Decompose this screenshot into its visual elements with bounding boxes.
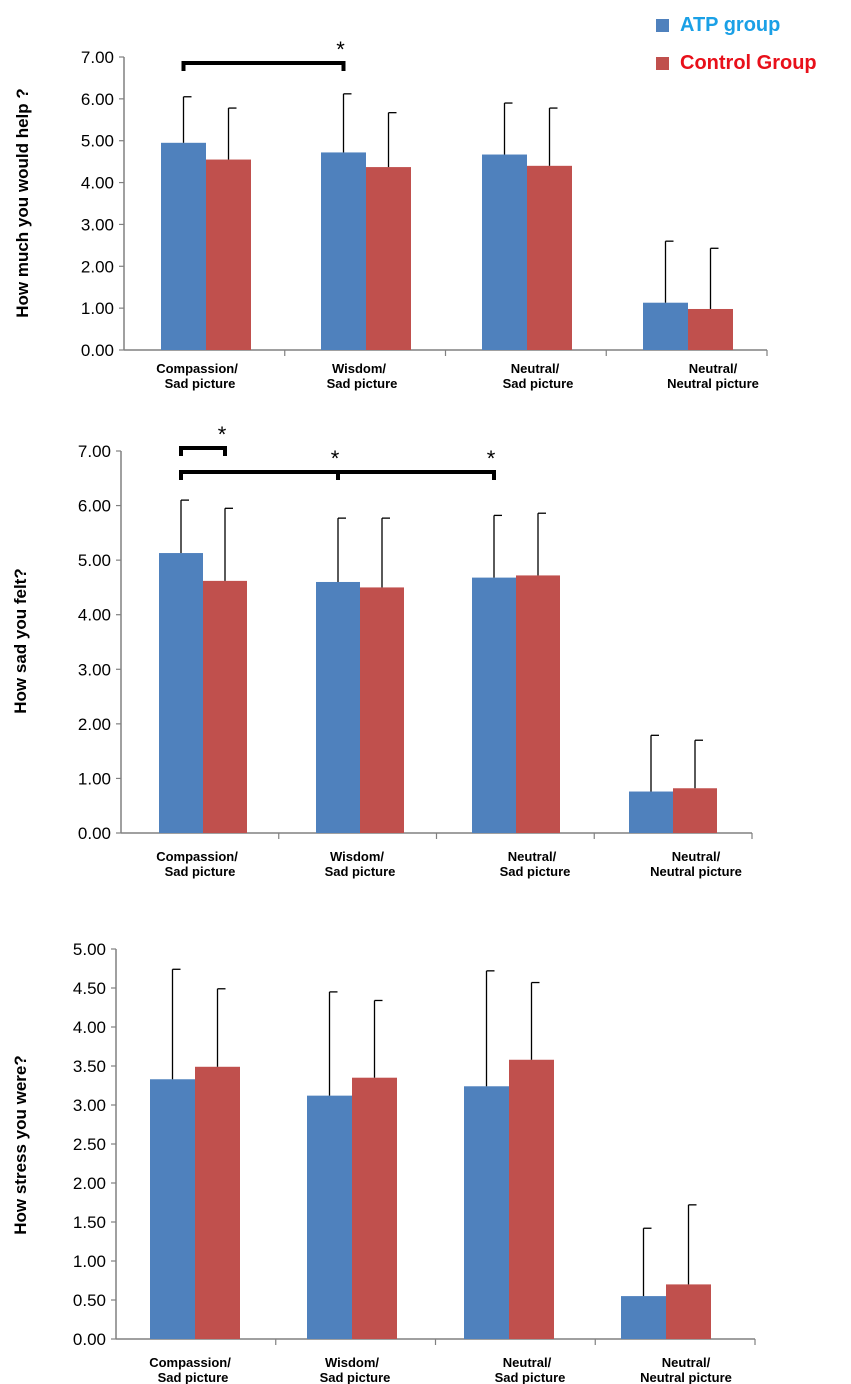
chart1-atp-bar (643, 302, 688, 350)
chart2-category-label: Sad picture (165, 864, 236, 879)
chart2-y-tick-label: 1.00 (78, 769, 111, 788)
chart1-y-axis-label: How much you would help ? (13, 88, 32, 318)
chart3-y-tick-label: 0.50 (73, 1291, 106, 1310)
legend-item-atp: ATP group (656, 6, 817, 44)
chart2-category-label: Sad picture (500, 864, 571, 879)
chart3-y-tick-label: 1.00 (73, 1252, 106, 1271)
legend-label-atp: ATP group (680, 13, 781, 36)
chart1-category-label: Sad picture (327, 376, 398, 391)
chart2-y-tick-label: 4.00 (78, 606, 111, 625)
chart1-y-tick-label: 2.00 (81, 257, 114, 276)
chart1-category-label: Wisdom/ (332, 361, 386, 376)
chart1-category-label: Sad picture (165, 376, 236, 391)
chart2-control-bar (516, 575, 560, 833)
chart3-control-bar (195, 1066, 240, 1339)
chart3-control-bar (352, 1077, 397, 1339)
chart2-significance-star: * (331, 446, 340, 471)
chart1-y-tick-label: 4.00 (81, 174, 114, 193)
chart1-control-bar (206, 159, 251, 350)
chart1-y-tick-label: 6.00 (81, 90, 114, 109)
chart2-atp-bar (159, 553, 203, 833)
chart2-category-label: Neutral/ (508, 849, 557, 864)
chart1-y-tick-label: 7.00 (81, 48, 114, 67)
chart3-category-label: Neutral picture (640, 1370, 732, 1384)
chart3-y-tick-label: 5.00 (73, 940, 106, 959)
legend-swatch-control (656, 56, 669, 70)
chart1-category-label: Compassion/ (156, 361, 238, 376)
chart2-category-label: Neutral/ (672, 849, 721, 864)
chart2-significance-star: * (218, 422, 227, 447)
chart3-y-tick-label: 0.00 (73, 1330, 106, 1349)
chart3-category-label: Compassion/ (149, 1355, 231, 1370)
chart2-control-bar (360, 587, 404, 833)
chart3-y-tick-label: 3.00 (73, 1096, 106, 1115)
chart2-control-bar (203, 580, 247, 833)
chart2-atp-bar (472, 577, 516, 833)
chart2-atp-bar (316, 581, 360, 833)
chart3-control-bar (509, 1059, 554, 1339)
chart3-atp-bar (307, 1095, 352, 1339)
chart3-atp-bar (150, 1079, 195, 1339)
chart2-y-tick-label: 3.00 (78, 660, 111, 679)
chart3-category-label: Neutral/ (503, 1355, 552, 1370)
chart3-y-tick-label: 3.50 (73, 1057, 106, 1076)
chart2-y-tick-label: 6.00 (78, 497, 111, 516)
chart3-category-label: Wisdom/ (325, 1355, 379, 1370)
chart2-significance-star: * (487, 446, 496, 471)
chart1-category-label: Sad picture (503, 376, 574, 391)
chart2-category-label: Wisdom/ (330, 849, 384, 864)
chart2-y-tick-label: 7.00 (78, 442, 111, 461)
chart3-y-axis-label: How stress you were? (11, 1055, 30, 1235)
chart3-y-tick-label: 2.00 (73, 1174, 106, 1193)
chart2-y-tick-label: 2.00 (78, 715, 111, 734)
legend-swatch-atp (656, 18, 669, 32)
chart2-y-axis-label: How sad you felt? (11, 568, 30, 713)
chart1-y-tick-label: 1.00 (81, 299, 114, 318)
chart3-category-label: Sad picture (320, 1370, 391, 1384)
chart3-y-tick-label: 1.50 (73, 1213, 106, 1232)
chart2-y-tick-label: 5.00 (78, 551, 111, 570)
chart1-atp-bar (161, 142, 206, 350)
chart3-atp-bar (621, 1296, 666, 1339)
chart1-control-bar (366, 167, 411, 350)
chart3-category-label: Neutral/ (662, 1355, 711, 1370)
chart3-y-tick-label: 4.00 (73, 1018, 106, 1037)
chart1-category-label: Neutral/ (689, 361, 738, 376)
chart-legend: ATP group Control Group (656, 6, 817, 82)
legend-label-control: Control Group (680, 51, 817, 74)
chart1-atp-bar (482, 154, 527, 350)
chart3-y-tick-label: 4.50 (73, 979, 106, 998)
chart1-control-bar (527, 165, 572, 350)
chart2-category-label: Compassion/ (156, 849, 238, 864)
chart3-category-label: Sad picture (158, 1370, 229, 1384)
chart3-category-label: Sad picture (495, 1370, 566, 1384)
chart1-y-tick-label: 5.00 (81, 132, 114, 151)
chart2-atp-bar (629, 791, 673, 833)
chart1-significance-star: * (336, 37, 345, 62)
chart1-control-bar (688, 308, 733, 350)
chart1-category-label: Neutral/ (511, 361, 560, 376)
chart1-y-tick-label: 0.00 (81, 341, 114, 360)
chart2-category-label: Sad picture (325, 864, 396, 879)
chart3-control-bar (666, 1284, 711, 1339)
chart3-atp-bar (464, 1086, 509, 1339)
legend-item-control: Control Group (656, 44, 817, 82)
chart2-control-bar (673, 788, 717, 833)
chart2-y-tick-label: 0.00 (78, 824, 111, 843)
chart3-y-tick-label: 2.50 (73, 1135, 106, 1154)
chart1-y-tick-label: 3.00 (81, 215, 114, 234)
chart2-category-label: Neutral picture (650, 864, 742, 879)
chart1-category-label: Neutral picture (667, 376, 759, 391)
chart1-atp-bar (321, 152, 366, 350)
